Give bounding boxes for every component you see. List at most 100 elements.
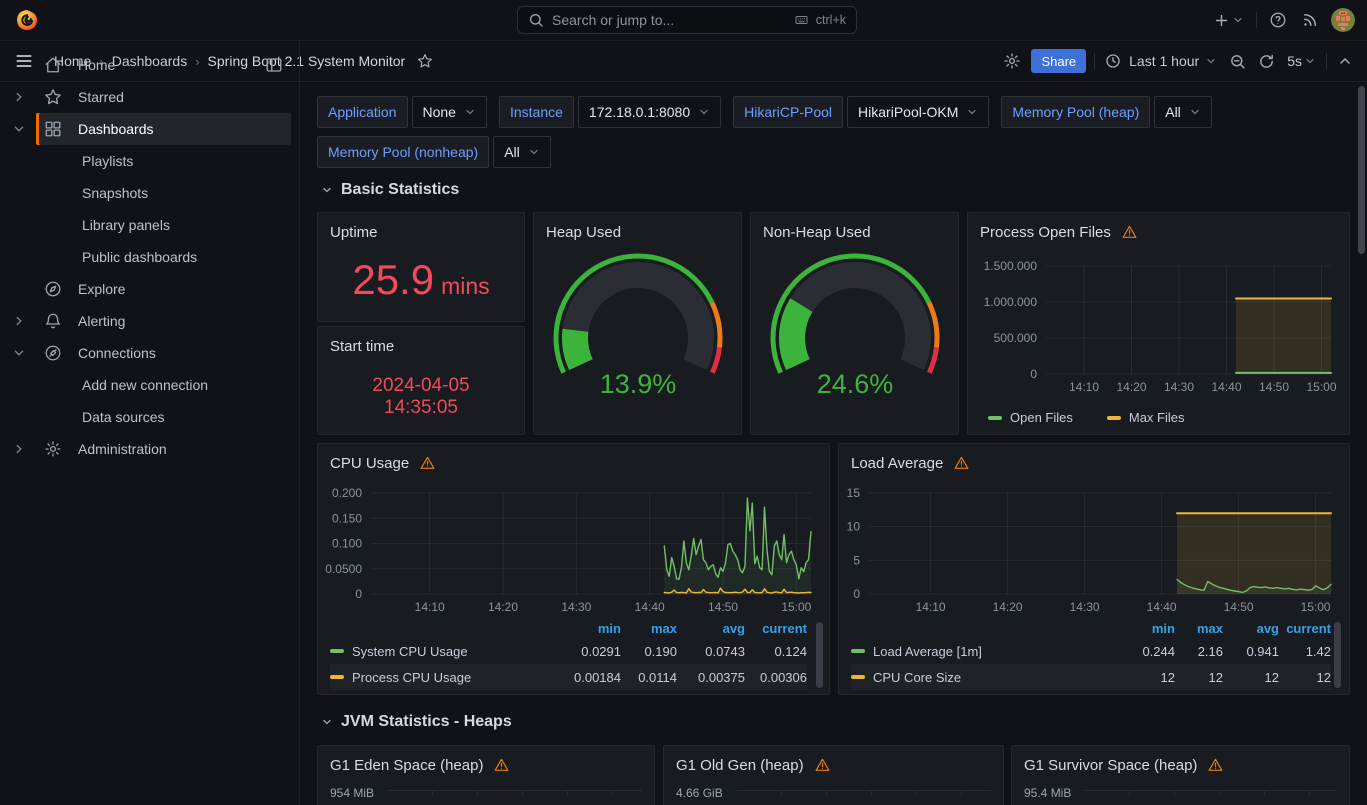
variable-value-dropdown[interactable]: 172.18.0.1:8080 [578,96,721,128]
time-range-label: Last 1 hour [1129,53,1199,69]
variable-value-dropdown[interactable]: All [1154,96,1212,128]
legend-header-max[interactable]: max [1175,621,1223,636]
panel-header: Uptime [318,213,524,244]
dock-sidebar-icon[interactable] [265,56,283,74]
grafana-logo-icon[interactable] [16,9,38,31]
help-button[interactable] [1267,9,1289,31]
topnav-actions [1211,0,1355,40]
legend-stat-avg: 0.0743 [677,644,745,659]
panel-title[interactable]: Uptime [330,224,378,241]
mini-axis-row: 954 MiB [330,786,642,800]
panel-title[interactable]: Load Average [851,455,943,472]
legend-stat-current: 12 [1279,670,1331,685]
chevron-right-icon[interactable] [12,90,26,104]
warning-triangle-icon[interactable] [1121,224,1138,240]
legend-header-avg[interactable]: avg [677,621,745,636]
section-jvm-statistics-heaps[interactable]: JVM Statistics - Heaps [321,713,512,731]
sidebar-item-playlists[interactable]: Playlists [0,145,299,177]
panel-title[interactable]: G1 Old Gen (heap) [676,757,804,774]
legend-series-label[interactable]: Process CPU Usage [330,670,557,685]
sidebar-item-connections[interactable]: Connections [0,337,299,369]
user-avatar[interactable] [1331,8,1355,32]
warning-triangle-icon[interactable] [814,757,831,773]
chevron-right-icon[interactable] [12,314,26,328]
sidebar-item-add-new-connection[interactable]: Add new connection [0,369,299,401]
sidebar-item-data-sources[interactable]: Data sources [0,401,299,433]
variable-hikaricp-pool: HikariCP-PoolHikariPool-OKM [733,96,989,128]
panel-title[interactable]: Heap Used [546,224,621,241]
panel-start-time: Start time 2024-04-05 14:35:05 [317,326,525,435]
refresh-interval-label: 5s [1287,53,1302,69]
share-button[interactable]: Share [1031,49,1086,73]
new-menu-button[interactable] [1211,10,1246,31]
legend-stat-min: 0.00184 [557,670,621,685]
legend-item-max-files[interactable]: Max Files [1107,410,1185,425]
chevron-right-icon[interactable] [12,442,26,456]
warning-triangle-icon[interactable] [419,455,436,471]
legend-header-avg[interactable]: avg [1223,621,1279,636]
favorite-star-button[interactable] [415,51,435,71]
start-date: 2024-04-05 [372,375,469,396]
variable-value-text: All [1165,104,1181,120]
legend-header-min[interactable]: min [557,621,621,636]
legend-series-label[interactable]: System CPU Usage [330,644,557,659]
panel-cpu-usage: CPU Usage 00.05000.1000.1500.20014:1014:… [317,443,830,695]
refresh-button[interactable] [1256,51,1277,72]
chevron-down-icon[interactable] [12,122,26,136]
warning-triangle-icon[interactable] [953,455,970,471]
sidebar-item-administration[interactable]: Administration [0,433,299,465]
variable-label[interactable]: HikariCP-Pool [733,96,843,128]
panel-title[interactable]: G1 Eden Space (heap) [330,757,483,774]
keyboard-icon [793,13,810,27]
variable-label[interactable]: Memory Pool (heap) [1001,96,1150,128]
sidebar-item-explore[interactable]: Explore [0,273,299,305]
search-input[interactable]: Search or jump to... ctrl+k [517,6,857,34]
collapse-toolbar-button[interactable] [1335,51,1355,71]
variable-label[interactable]: Instance [499,96,574,128]
variable-value-dropdown[interactable]: All [493,136,551,168]
variable-label[interactable]: Memory Pool (nonheap) [317,136,489,168]
panel-title[interactable]: CPU Usage [330,455,409,472]
zoom-out-time-button[interactable] [1227,51,1248,72]
legend-scrollbar-thumb[interactable] [1334,622,1341,688]
legend-stat-max: 0.190 [621,644,677,659]
time-range-picker[interactable]: Last 1 hour [1103,51,1219,71]
sidebar-item-starred[interactable]: Starred [0,81,299,113]
variable-value-dropdown[interactable]: None [412,96,487,128]
chevron-down-icon[interactable] [12,346,26,360]
page-scrollbar-thumb[interactable] [1358,86,1365,254]
help-circle-icon [1269,11,1287,29]
panel-title[interactable]: Start time [330,338,394,355]
legend-series-label[interactable]: CPU Core Size [851,670,1123,685]
sidebar-item-body: Explore [36,273,291,305]
legend-stat-current: 1.42 [1279,644,1331,659]
variable-value-dropdown[interactable]: HikariPool-OKM [847,96,989,128]
legend-header-current[interactable]: current [1279,621,1331,636]
refresh-interval-picker[interactable]: 5s [1285,51,1318,71]
panel-title[interactable]: Process Open Files [980,224,1111,241]
panel-title[interactable]: G1 Survivor Space (heap) [1024,757,1197,774]
divider [1094,53,1095,69]
sidebar-item-home[interactable]: Home [0,49,299,81]
sidebar-item-body: Playlists [36,145,291,177]
dashboard-settings-button[interactable] [1001,50,1023,72]
warning-triangle-icon[interactable] [493,757,510,773]
sidebar-item-alerting[interactable]: Alerting [0,305,299,337]
sidebar-item-label: Dashboards [78,121,154,137]
variable-label[interactable]: Application [317,96,408,128]
sidebar-item-library-panels[interactable]: Library panels [0,209,299,241]
sidebar-item-public-dashboards[interactable]: Public dashboards [0,241,299,273]
legend-series-label[interactable]: Load Average [1m] [851,644,1123,659]
warning-triangle-icon[interactable] [1207,757,1224,773]
panel-title[interactable]: Non-Heap Used [763,224,871,241]
section-basic-statistics[interactable]: Basic Statistics [321,181,459,199]
legend-header-current[interactable]: current [745,621,807,636]
sidebar-item-dashboards[interactable]: Dashboards [0,113,299,145]
news-button[interactable] [1299,9,1321,31]
legend-scrollbar-thumb[interactable] [816,622,823,688]
sidebar-item-label: Connections [78,345,156,361]
sidebar-item-snapshots[interactable]: Snapshots [0,177,299,209]
legend-header-max[interactable]: max [621,621,677,636]
legend-item-open-files[interactable]: Open Files [988,410,1073,425]
legend-header-min[interactable]: min [1123,621,1175,636]
